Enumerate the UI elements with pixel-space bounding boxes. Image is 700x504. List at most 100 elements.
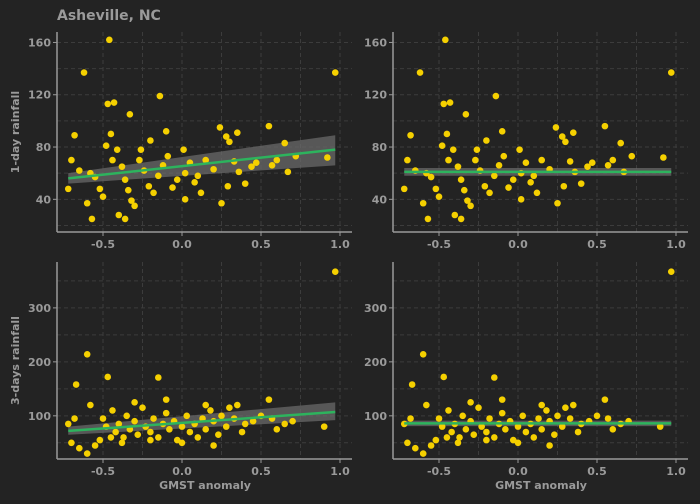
data-point — [252, 159, 260, 167]
data-point — [667, 69, 675, 76]
data-point — [498, 128, 506, 135]
data-point — [419, 350, 427, 358]
data-point — [483, 137, 490, 144]
data-point — [234, 401, 241, 409]
data-point — [491, 172, 498, 180]
data-point — [495, 162, 503, 169]
data-point — [91, 442, 99, 449]
data-point — [570, 129, 577, 136]
data-point — [136, 156, 143, 164]
data-point — [457, 176, 465, 184]
data-point — [134, 431, 142, 439]
data-point — [126, 111, 134, 118]
data-point — [442, 36, 449, 44]
data-point — [107, 434, 115, 441]
data-point — [562, 138, 569, 146]
data-point — [222, 423, 230, 430]
y-tick-label: 40 — [372, 193, 388, 206]
data-point — [617, 139, 624, 147]
data-point — [178, 439, 186, 447]
data-point — [530, 434, 538, 441]
data-point — [131, 417, 138, 425]
data-point — [456, 434, 463, 441]
data-point — [412, 444, 419, 452]
x-tick-label: 1.0 — [666, 465, 686, 478]
data-point — [483, 436, 490, 444]
data-point — [109, 156, 116, 164]
x-axis-label: GMST anomaly — [495, 479, 587, 492]
x-tick-label: 1.0 — [666, 238, 686, 251]
data-point — [131, 202, 138, 210]
data-point — [505, 184, 512, 191]
data-point — [273, 426, 281, 433]
data-point — [207, 407, 214, 414]
data-point — [180, 146, 187, 153]
data-point — [202, 401, 209, 409]
data-point — [123, 412, 130, 420]
data-point — [210, 165, 217, 173]
data-point — [509, 176, 517, 184]
x-tick-label: -0.5 — [427, 465, 451, 478]
data-point — [222, 133, 230, 140]
data-point — [281, 420, 289, 428]
confidence-band — [68, 135, 336, 184]
y-tick-label: 160 — [28, 36, 51, 49]
data-point — [131, 399, 138, 406]
data-point — [535, 415, 542, 422]
fit-line — [68, 148, 336, 180]
data-point — [202, 426, 209, 433]
data-point — [147, 137, 154, 144]
data-point — [162, 396, 170, 403]
data-point — [194, 434, 202, 441]
data-point — [560, 182, 568, 190]
y-tick-label: 40 — [36, 193, 52, 206]
x-tick-label: -0.5 — [427, 238, 451, 251]
data-point — [566, 415, 574, 422]
data-point — [527, 179, 534, 186]
data-point — [194, 172, 202, 180]
data-point — [181, 169, 189, 177]
data-point — [566, 158, 574, 165]
data-point — [265, 122, 273, 130]
x-tick-label: 0.0 — [172, 465, 192, 478]
data-point — [483, 428, 490, 436]
data-point — [76, 444, 83, 452]
data-point — [218, 412, 225, 420]
y-tick-label: 120 — [364, 89, 387, 102]
data-point — [331, 268, 339, 276]
data-point — [155, 172, 162, 180]
data-point — [427, 173, 435, 181]
data-point — [438, 423, 446, 430]
x-tick-label: 0.5 — [251, 465, 271, 478]
data-point — [443, 130, 451, 138]
data-point — [147, 428, 154, 436]
data-point — [324, 154, 331, 161]
data-point — [215, 431, 222, 439]
data-point — [76, 167, 83, 174]
data-point — [224, 182, 232, 190]
data-point — [71, 415, 78, 422]
data-point — [543, 407, 550, 414]
data-point — [472, 156, 479, 164]
data-point — [570, 401, 577, 409]
x-tick-label: 0.5 — [587, 238, 607, 251]
data-point — [538, 156, 545, 164]
data-point — [162, 128, 170, 135]
data-point — [609, 156, 617, 164]
data-point — [473, 146, 481, 153]
data-point — [435, 415, 443, 422]
data-point — [68, 439, 75, 447]
data-point — [588, 159, 596, 167]
data-point — [419, 199, 427, 207]
data-point — [538, 401, 545, 409]
data-point — [457, 215, 465, 223]
data-point — [500, 152, 508, 160]
data-point — [481, 182, 489, 190]
data-point — [120, 434, 127, 441]
data-point — [407, 131, 414, 139]
data-point — [552, 124, 560, 131]
data-point — [609, 426, 617, 433]
data-point — [104, 100, 112, 108]
data-point — [281, 139, 289, 147]
